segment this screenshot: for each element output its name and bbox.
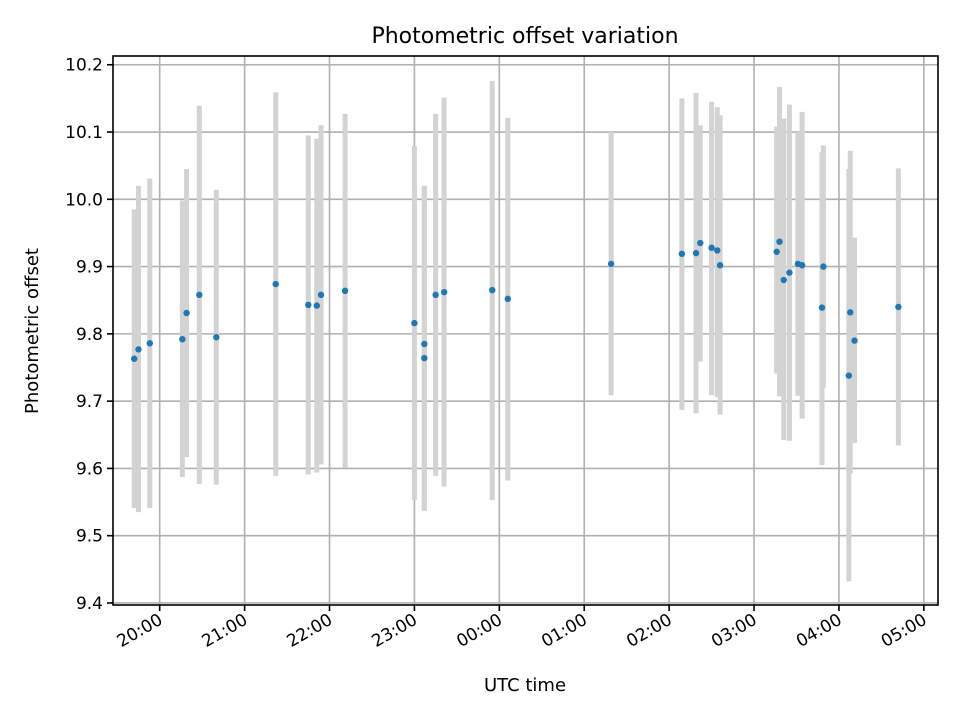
grid-lines [113, 56, 938, 605]
data-point [895, 303, 902, 311]
x-tick-label: 20:00 [114, 610, 166, 652]
data-point [440, 288, 448, 296]
y-tick-label: 9.9 [76, 258, 103, 278]
x-tick-label: 05:00 [878, 610, 930, 652]
data-point [341, 287, 349, 295]
data-point [708, 244, 715, 251]
data-point [692, 249, 700, 257]
x-tick-label: 00:00 [453, 610, 505, 652]
data-point [504, 295, 512, 303]
data-point [716, 262, 724, 269]
y-tick-label: 10.1 [65, 123, 103, 143]
y-tick-labels: 9.4 9.5 9.6 9.7 9.8 9.9 10.0 10.1 10.2 [65, 56, 103, 614]
data-point [678, 250, 686, 258]
data-point [305, 301, 312, 309]
data-point [818, 304, 826, 311]
data-point [317, 291, 325, 299]
data-point [146, 340, 153, 347]
data-point [421, 340, 428, 348]
data-point [786, 269, 793, 276]
x-tick-label: 02:00 [623, 610, 675, 652]
chart-title: Photometric offset variation [371, 24, 678, 49]
data-point [847, 309, 854, 316]
x-tick-labels: 20:00 21:00 22:00 23:00 00:00 01:00 02:00 03:00… [114, 610, 931, 652]
data-point [851, 337, 858, 344]
y-tick-label: 9.4 [76, 594, 103, 614]
error-bars [131, 80, 901, 582]
x-tick-label: 21:00 [199, 610, 251, 652]
data-point [798, 262, 806, 269]
data-point [780, 276, 787, 284]
data-point [773, 248, 780, 255]
y-tick-label: 10.2 [65, 56, 103, 76]
y-axis-label: Photometric offset [22, 248, 43, 414]
x-tick-label: 03:00 [708, 610, 760, 652]
data-point [411, 319, 418, 327]
x-tick-label: 23:00 [368, 610, 420, 652]
data-point [607, 260, 615, 268]
data-point [421, 354, 428, 362]
y-tick-label: 9.7 [76, 392, 103, 412]
data-point [135, 346, 142, 353]
data-point [131, 355, 138, 362]
data-point [179, 336, 186, 343]
data-point [489, 286, 496, 294]
x-tick-label: 22:00 [284, 610, 336, 652]
data-point [697, 239, 704, 247]
data-point [820, 263, 827, 270]
data-point [183, 309, 190, 317]
data-point [313, 302, 320, 309]
data-point [213, 334, 220, 341]
data-point [776, 238, 783, 245]
x-axis-label: UTC time [484, 675, 566, 696]
data-point [845, 372, 853, 379]
y-tick-label: 10.0 [65, 190, 103, 210]
data-point [272, 280, 279, 288]
data-point [714, 247, 721, 254]
data-point [196, 291, 203, 299]
data-point [432, 291, 439, 299]
x-tick-label: 04:00 [793, 610, 845, 652]
axis-ticks [107, 63, 925, 611]
x-tick-label: 01:00 [538, 610, 590, 652]
plot-frame [112, 55, 939, 606]
y-tick-label: 9.5 [76, 527, 103, 547]
data-points [131, 238, 902, 379]
y-tick-label: 9.6 [76, 459, 103, 479]
y-tick-label: 9.8 [76, 325, 103, 345]
